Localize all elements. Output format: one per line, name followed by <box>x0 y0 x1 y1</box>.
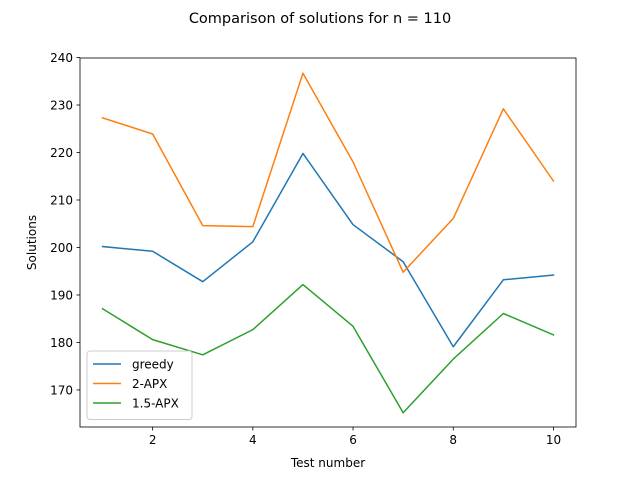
y-tick-label: 220 <box>50 146 73 160</box>
x-tick-label: 6 <box>349 433 357 447</box>
legend-label-greedy: greedy <box>132 357 174 371</box>
legend: greedy 2-APX 1.5-APX <box>86 350 193 420</box>
x-tick-label: 2 <box>149 433 157 447</box>
y-tick-label: 210 <box>50 193 73 207</box>
y-tick-label: 230 <box>50 98 73 112</box>
plot-frame <box>79 57 577 428</box>
x-tick-label: 8 <box>449 433 457 447</box>
legend-label-1.5-APX: 1.5-APX <box>132 396 179 410</box>
chart-title: Comparison of solutions for n = 110 <box>189 11 451 27</box>
y-tick-label: 170 <box>50 383 73 397</box>
series-line-2-APX <box>101 72 555 273</box>
series-line-1.5-APX <box>101 283 555 414</box>
x-tick-label: 4 <box>249 433 257 447</box>
x-axis-label: Test number <box>290 456 365 470</box>
y-tick-label: 190 <box>50 288 73 302</box>
series-line-greedy <box>101 152 555 348</box>
x-axis: 2 4 6 8 10 <box>149 427 561 447</box>
plot-series-group <box>101 72 555 414</box>
x-tick-label: 10 <box>546 433 561 447</box>
y-tick-label: 180 <box>50 336 73 350</box>
y-axis: 170 180 190 200 210 220 230 240 <box>50 51 80 397</box>
y-tick-label: 200 <box>50 241 73 255</box>
legend-label-2-APX: 2-APX <box>132 377 167 391</box>
y-tick-label: 240 <box>50 51 73 65</box>
y-axis-label: Solutions <box>25 215 39 270</box>
